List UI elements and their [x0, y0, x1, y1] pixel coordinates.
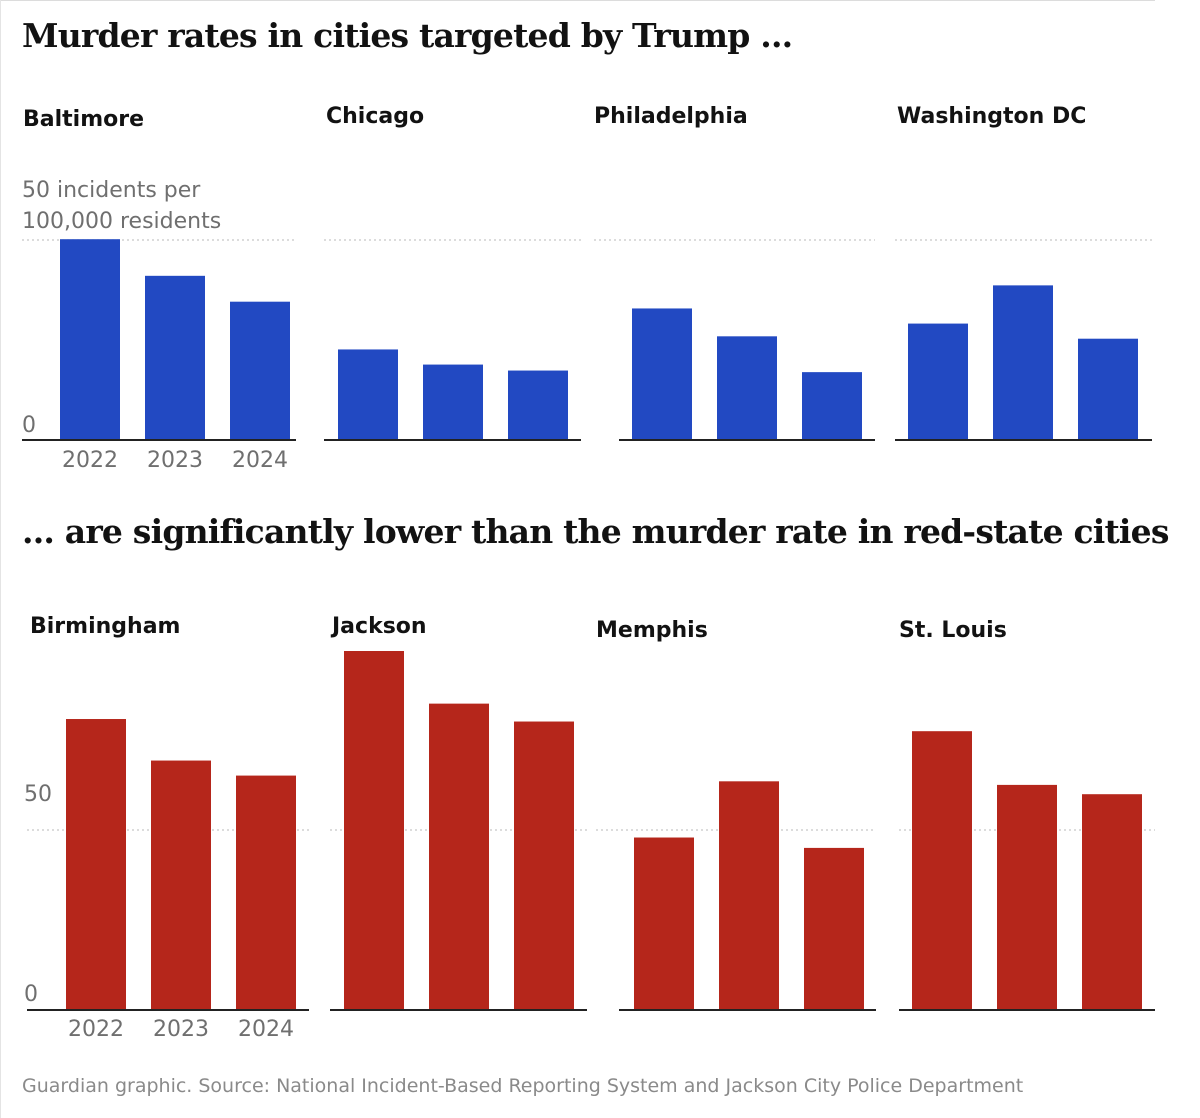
chart-subtitle: ... are significantly lower than the mur… [22, 512, 1169, 551]
bar-chicago-2022 [338, 349, 398, 439]
city-label-jackson: Jackson [330, 614, 427, 639]
x-tick-label-2022: 2022 [62, 448, 118, 473]
x-tick-label-2024: 2024 [232, 448, 288, 473]
bar-st-louis-2022 [912, 731, 972, 1009]
y-tick-label-0: 0 [24, 982, 38, 1007]
bar-birmingham-2022 [66, 719, 126, 1009]
x-tick-label-2023: 2023 [153, 1017, 209, 1042]
bar-birmingham-2023 [151, 760, 211, 1009]
bar-chicago-2023 [423, 364, 483, 439]
source-note: Guardian graphic. Source: National Incid… [22, 1075, 1024, 1097]
bar-memphis-2024 [804, 847, 864, 1009]
bar-philadelphia-2024 [802, 372, 862, 439]
bar-birmingham-2024 [236, 775, 296, 1009]
y-tick-label-0: 0 [22, 413, 36, 438]
x-tick-label-2024: 2024 [238, 1017, 294, 1042]
city-label-st-louis: St. Louis [899, 618, 1007, 643]
bar-baltimore-2022 [60, 239, 120, 439]
bar-jackson-2024 [514, 721, 574, 1009]
y-tick-label-50-unit: 100,000 residents [22, 209, 221, 234]
bar-philadelphia-2023 [717, 336, 777, 439]
bar-jackson-2023 [429, 703, 489, 1009]
bar-washington-dc-2024 [1078, 338, 1138, 439]
bar-chicago-2024 [508, 370, 568, 439]
bar-washington-dc-2023 [993, 285, 1053, 439]
bar-st-louis-2023 [997, 784, 1057, 1009]
city-label-baltimore: Baltimore [23, 107, 144, 132]
y-tick-label-50: 50 incidents per [22, 178, 201, 203]
city-label-memphis: Memphis [596, 618, 708, 643]
bar-philadelphia-2022 [632, 308, 692, 439]
x-tick-label-2022: 2022 [68, 1017, 124, 1042]
bar-jackson-2022 [344, 651, 404, 1009]
city-label-washington-dc: Washington DC [897, 104, 1086, 129]
y-tick-label-50: 50 [24, 782, 52, 807]
bar-memphis-2023 [719, 781, 779, 1009]
city-label-chicago: Chicago [326, 104, 424, 129]
bar-st-louis-2024 [1082, 794, 1142, 1009]
bar-memphis-2022 [634, 837, 694, 1009]
city-label-philadelphia: Philadelphia [594, 104, 748, 129]
city-label-birmingham: Birmingham [30, 614, 180, 639]
bar-washington-dc-2022 [908, 323, 968, 439]
bar-baltimore-2023 [145, 275, 205, 439]
chart-title: Murder rates in cities targeted by Trump… [22, 16, 793, 55]
left-rule [0, 0, 1, 1118]
x-tick-label-2023: 2023 [147, 448, 203, 473]
bar-baltimore-2024 [230, 301, 290, 439]
top-rule [0, 0, 1155, 1]
